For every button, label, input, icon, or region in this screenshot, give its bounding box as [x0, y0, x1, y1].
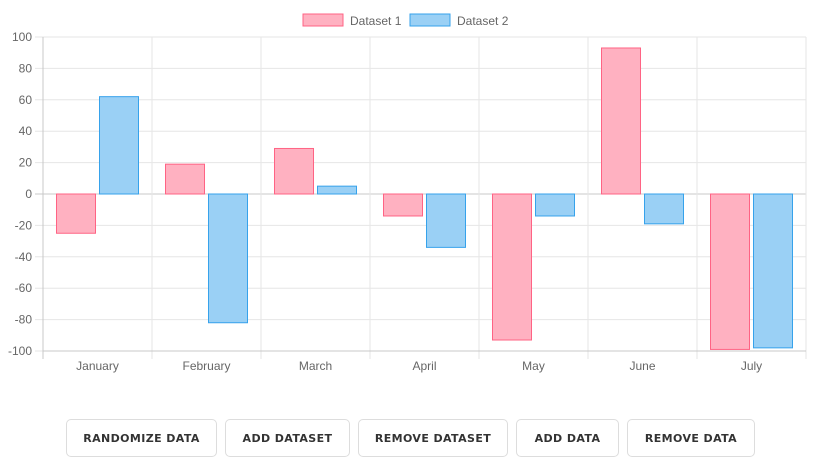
- x-tick-label: May: [522, 359, 545, 373]
- bar-1: [492, 193, 532, 341]
- bar-2: [535, 193, 575, 217]
- remove-dataset-button[interactable]: REMOVE DATASET: [358, 419, 508, 457]
- x-tick-label: June: [629, 359, 655, 373]
- bars: [56, 47, 793, 350]
- x-axis: January February March April May June July: [76, 359, 762, 373]
- bar-1: [710, 193, 750, 350]
- y-tick-label: -40: [15, 250, 33, 264]
- bar-1: [601, 47, 641, 195]
- y-tick-label: -80: [15, 313, 33, 327]
- x-tick-label: July: [741, 359, 762, 373]
- legend[interactable]: Dataset 1 Dataset 2: [302, 13, 509, 28]
- bar-2: [753, 193, 793, 349]
- y-tick-label: 60: [19, 93, 33, 107]
- add-data-button[interactable]: ADD DATA: [516, 419, 619, 457]
- bar-1: [165, 163, 205, 195]
- toolbar: RANDOMIZE DATA ADD DATASET REMOVE DATASE…: [0, 419, 821, 459]
- y-tick-label: 80: [19, 61, 33, 75]
- bar-1: [274, 147, 314, 195]
- bar-2: [644, 193, 684, 225]
- add-dataset-button[interactable]: ADD DATASET: [225, 419, 350, 457]
- bar-chart: 100 80 60 40 20 0 -20 -40 -60 -80 -100 January Febr…: [8, 13, 807, 373]
- remove-data-button[interactable]: REMOVE DATA: [627, 419, 755, 457]
- x-tick-label: March: [299, 359, 332, 373]
- y-tick-label: -100: [8, 344, 32, 358]
- y-tick-label: -60: [15, 281, 33, 295]
- y-tick-label: 0: [25, 187, 32, 201]
- randomize-data-button[interactable]: RANDOMIZE DATA: [66, 419, 217, 457]
- bar-2: [208, 193, 248, 324]
- x-tick-label: January: [76, 359, 119, 373]
- bar-2: [317, 185, 357, 195]
- y-tick-label: 100: [12, 30, 32, 44]
- y-tick-label: 40: [19, 124, 33, 138]
- legend-swatch: [409, 13, 451, 27]
- bar-2: [99, 96, 139, 195]
- y-axis: 100 80 60 40 20 0 -20 -40 -60 -80 -100: [8, 30, 32, 358]
- y-tick-label: 20: [19, 156, 33, 170]
- legend-label: Dataset 1: [350, 14, 402, 28]
- bar-2: [426, 193, 466, 248]
- legend-label: Dataset 2: [457, 14, 509, 28]
- x-tick-label: February: [182, 359, 230, 373]
- bar-1: [383, 193, 423, 217]
- y-tick-label: -20: [15, 218, 33, 232]
- x-tick-label: April: [412, 359, 436, 373]
- legend-swatch: [302, 13, 344, 27]
- bar-1: [56, 193, 96, 234]
